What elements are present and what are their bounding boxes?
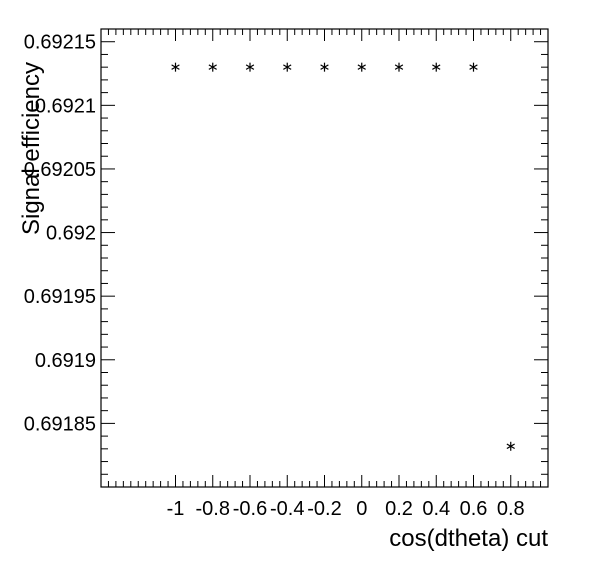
x-tick-label: 0.4: [422, 498, 450, 520]
y-tick-label: 0.69205: [24, 159, 96, 181]
data-point: [469, 62, 478, 72]
data-point: [506, 441, 515, 451]
y-axis-ticks: [101, 41, 548, 475]
data-point-stroke: [394, 64, 404, 70]
data-point: [394, 62, 404, 72]
y-axis-tick-labels: 0.69185 0.6919 0.69195 0.692 0.69205 0.6921 0.…: [24, 32, 96, 436]
data-point: [171, 62, 180, 72]
x-tick-label: 0: [356, 498, 367, 520]
x-axis-ticks: [107, 29, 542, 487]
data-point: [320, 62, 329, 72]
y-tick-label: 0.69195: [24, 286, 96, 308]
x-axis-title: cos(dtheta) cut: [389, 525, 548, 552]
y-tick-label: 0.692: [46, 223, 96, 245]
data-point-stroke: [469, 64, 478, 70]
x-tick-label: 0.6: [460, 498, 488, 520]
data-point: [357, 62, 366, 72]
x-tick-label: 0.8: [497, 498, 525, 520]
data-point-stroke: [320, 64, 329, 70]
y-tick-label: 0.69215: [24, 32, 96, 54]
data-point-stroke: [283, 64, 292, 70]
data-point-stroke: [357, 64, 366, 70]
x-tick-label: -0.8: [196, 498, 230, 520]
y-axis-title: Signal efficiency: [18, 62, 45, 235]
x-tick-label: 0.2: [385, 498, 413, 520]
data-point: [245, 62, 255, 72]
data-point-stroke: [171, 64, 180, 70]
data-point-stroke: [208, 64, 217, 70]
data-point: [432, 62, 441, 72]
data-points: [171, 62, 515, 451]
data-point-stroke: [245, 64, 255, 70]
data-point-stroke: [432, 64, 441, 70]
x-axis-tick-labels: -1 -0.8 -0.6 -0.4 -0.2 0 0.2 0.4 0.6 0.8: [167, 498, 525, 520]
data-point: [208, 62, 217, 72]
x-tick-label: -0.4: [270, 498, 304, 520]
data-point: [283, 62, 292, 72]
x-tick-label: -0.6: [233, 498, 267, 520]
y-tick-label: 0.69185: [24, 413, 96, 435]
y-tick-label: 0.6921: [35, 95, 96, 117]
x-tick-label: -1: [167, 498, 185, 520]
data-point-stroke: [506, 443, 515, 450]
x-tick-label: -0.2: [307, 498, 341, 520]
y-tick-label: 0.6919: [35, 350, 96, 372]
